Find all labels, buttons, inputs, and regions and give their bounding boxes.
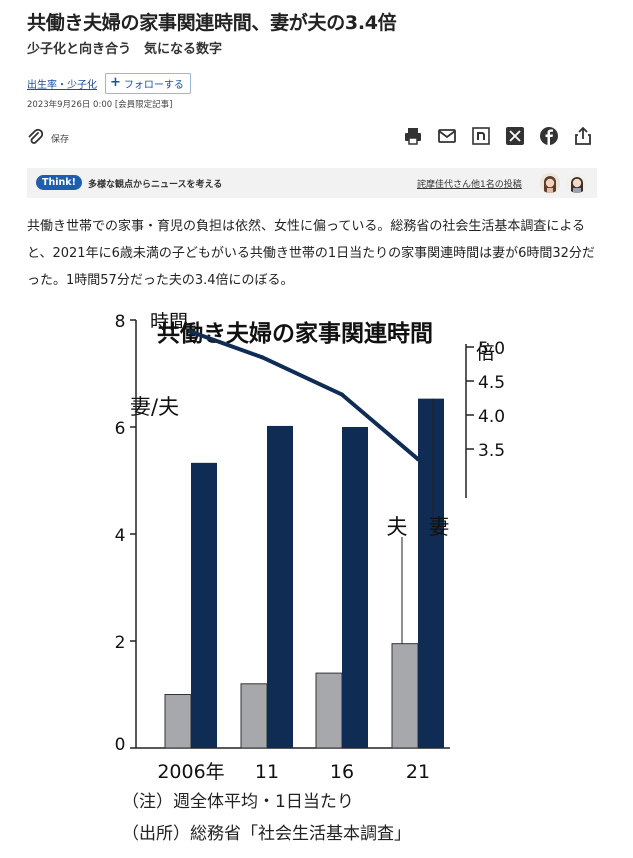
series-subtitle[interactable]: 少子化と向き合う 気になる数字 bbox=[27, 42, 223, 57]
chart-source: （出所）総務省「社会生活基本調査」 bbox=[122, 824, 411, 844]
hours-axis-tick-label: 6 bbox=[115, 419, 126, 439]
husband-bar bbox=[315, 672, 343, 749]
hours-axis-tick-label: 8 bbox=[115, 312, 126, 332]
ratio-axis-tick-label: 3.5 bbox=[478, 441, 505, 461]
follow-button[interactable]: + フォローする bbox=[105, 72, 191, 94]
wife-legend-label: 妻 bbox=[429, 515, 450, 539]
hours-axis-tick-label: 4 bbox=[115, 526, 126, 546]
ratio-axis-tick-label: 4.5 bbox=[478, 373, 505, 393]
wife-bar bbox=[267, 425, 293, 748]
follow-label: フォローする bbox=[123, 79, 184, 91]
plus-icon: + bbox=[110, 75, 121, 90]
share-bar bbox=[403, 126, 593, 146]
husband-bar bbox=[391, 643, 419, 749]
chart-note: （注）週全体平均・1日当たり bbox=[122, 792, 354, 812]
ratio-axis-tick-label: 4.0 bbox=[478, 407, 505, 427]
husband-legend-label: 夫 bbox=[387, 515, 408, 539]
share-icon[interactable] bbox=[573, 126, 593, 146]
commenter-avatar[interactable] bbox=[567, 173, 587, 193]
facebook-icon[interactable] bbox=[539, 126, 559, 146]
ratio-data-point bbox=[188, 329, 192, 334]
hours-axis-unit: 時間 bbox=[150, 312, 188, 333]
ratio-data-point bbox=[340, 392, 344, 397]
article-paragraph: 共働き世帯での家事・育児の負担は依然、女性に偏っている。総務省の社会生活基本調査… bbox=[27, 219, 595, 288]
think-badge[interactable]: Think! bbox=[36, 175, 82, 190]
year-tick-label: 21 bbox=[406, 761, 430, 783]
think-lead: 多様な観点からニュースを考える bbox=[88, 180, 223, 190]
ratio-data-point bbox=[260, 355, 264, 360]
mail-icon[interactable] bbox=[437, 126, 457, 146]
ratio-axis-tick-label: 5.0 bbox=[478, 339, 505, 359]
wife-bar bbox=[342, 427, 368, 748]
publish-date: 2023年9月26日 0:00 [会員限定記事] bbox=[27, 100, 173, 110]
article-toolbar: 保存 bbox=[27, 126, 593, 150]
think-comments-link[interactable]: 詫摩佳代さん他1名の投稿 bbox=[417, 180, 522, 190]
hours-axis-tick-label: 2 bbox=[115, 633, 126, 653]
year-tick-label: 16 bbox=[330, 761, 354, 783]
chart-title: 共働き夫婦の家事関連時間 bbox=[157, 320, 433, 347]
think-bar: Think! 多様な観点からニュースを考える 詫摩佳代さん他1名の投稿 bbox=[27, 168, 597, 198]
ratio-series-line bbox=[189, 329, 420, 461]
wife-bar bbox=[418, 398, 444, 748]
note-icon[interactable] bbox=[471, 126, 491, 146]
wife-bar bbox=[191, 462, 217, 748]
save-button[interactable]: 保存 bbox=[27, 128, 69, 149]
topic-tag-link[interactable]: 出生率・少子化 bbox=[27, 79, 97, 91]
year-tick-label: 2006年 bbox=[157, 761, 224, 783]
x-icon[interactable] bbox=[505, 126, 525, 146]
paperclip-icon bbox=[27, 128, 44, 149]
husband-bar bbox=[240, 683, 268, 749]
hours-axis-tick-label: 0 bbox=[115, 735, 126, 755]
topic-row: 出生率・少子化 + フォローする bbox=[27, 72, 191, 94]
husband-bar bbox=[164, 694, 192, 749]
article-title: 共働き夫婦の家事関連時間、妻が夫の3.4倍 bbox=[27, 12, 397, 34]
year-tick-label: 11 bbox=[255, 761, 279, 783]
ratio-axis-unit: 倍 bbox=[476, 342, 495, 364]
ratio-series-label: 妻/夫 bbox=[130, 395, 179, 419]
print-icon[interactable] bbox=[403, 126, 423, 146]
save-label: 保存 bbox=[51, 135, 70, 145]
commenter-avatar[interactable] bbox=[540, 173, 560, 193]
